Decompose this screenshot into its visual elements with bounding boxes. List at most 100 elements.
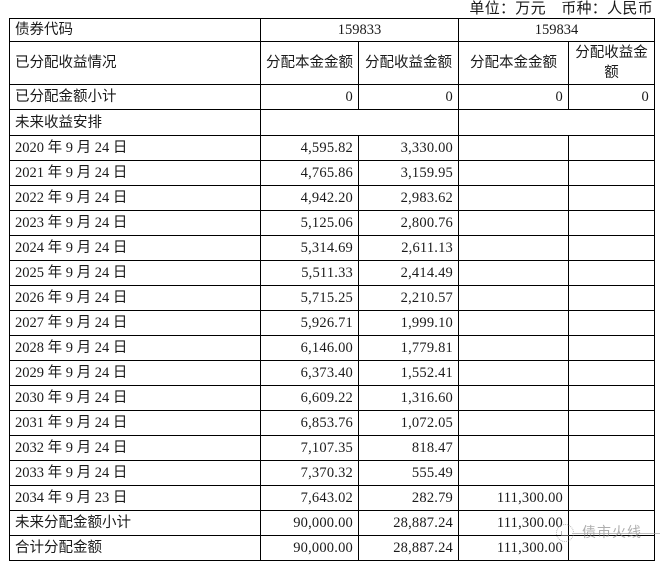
table-row: 2020 年 9 月 24 日 4,595.82 3,330.00: [9, 135, 655, 161]
future-subtotal-i2: [568, 510, 655, 536]
schedule-i1: 2,210.57: [358, 285, 459, 311]
schedule-p2: [458, 360, 569, 386]
future-subtotal-label: 未来分配金额小计: [9, 510, 261, 536]
distribution-schedule-table: 债券代码 159833 159834 已分配收益情况 分配本金金额 分配收益金额…: [9, 18, 655, 561]
header-income-159834: 分配收益金额: [568, 41, 655, 85]
schedule-p1: 5,511.33: [260, 260, 359, 286]
future-section-spacer-159833: [260, 109, 459, 136]
schedule-p2: [458, 210, 569, 236]
schedule-p2: [458, 310, 569, 336]
schedule-p2: [458, 435, 569, 461]
schedule-i2: [568, 285, 655, 311]
table-row: 2022 年 9 月 24 日 4,942.20 2,983.62: [9, 185, 655, 211]
future-section-spacer-159834: [458, 109, 655, 136]
table-row: 2026 年 9 月 24 日 5,715.25 2,210.57: [9, 285, 655, 311]
schedule-i1: 1,316.60: [358, 385, 459, 411]
schedule-i1: 1,779.81: [358, 335, 459, 361]
schedule-date: 2029 年 9 月 24 日: [9, 360, 261, 386]
schedule-p2: [458, 460, 569, 486]
future-subtotal-i1: 28,887.24: [358, 510, 459, 536]
bond-code-label: 债券代码: [9, 18, 261, 42]
schedule-p2: [458, 135, 569, 161]
grand-total-p2: 111,300.00: [458, 535, 569, 561]
table-row-bond-code: 债券代码 159833 159834: [9, 18, 655, 42]
table-row: 2024 年 9 月 24 日 5,314.69 2,611.13: [9, 235, 655, 261]
grand-total-label: 合计分配金额: [9, 535, 261, 561]
header-principal-159834: 分配本金金额: [458, 41, 569, 85]
schedule-p2: [458, 160, 569, 186]
table-row: 2023 年 9 月 24 日 5,125.06 2,800.76: [9, 210, 655, 236]
schedule-p1: 5,715.25: [260, 285, 359, 311]
schedule-i1: 2,414.49: [358, 260, 459, 286]
schedule-p1: 4,942.20: [260, 185, 359, 211]
grand-total-i2: [568, 535, 655, 561]
schedule-i2: [568, 135, 655, 161]
schedule-p2: [458, 410, 569, 436]
schedule-date: 2028 年 9 月 24 日: [9, 335, 261, 361]
schedule-date: 2021 年 9 月 24 日: [9, 160, 261, 186]
schedule-i1: 1,552.41: [358, 360, 459, 386]
table-row: 2025 年 9 月 24 日 5,511.33 2,414.49: [9, 260, 655, 286]
schedule-p2: [458, 335, 569, 361]
schedule-p1: 4,765.86: [260, 160, 359, 186]
distributed-subtotal-i2: 0: [568, 84, 655, 110]
schedule-date: 2030 年 9 月 24 日: [9, 385, 261, 411]
schedule-date: 2027 年 9 月 24 日: [9, 310, 261, 336]
schedule-i2: [568, 235, 655, 261]
schedule-i2: [568, 435, 655, 461]
table-row: 2021 年 9 月 24 日 4,765.86 3,159.95: [9, 160, 655, 186]
grand-total-p1: 90,000.00: [260, 535, 359, 561]
distributed-income-label: 已分配收益情况: [9, 41, 261, 85]
bond-code-159834: 159834: [458, 18, 655, 42]
schedule-p1: 7,370.32: [260, 460, 359, 486]
schedule-i2: [568, 360, 655, 386]
schedule-p1: 6,373.40: [260, 360, 359, 386]
schedule-p1: 4,595.82: [260, 135, 359, 161]
schedule-p2: [458, 260, 569, 286]
schedule-i2: [568, 335, 655, 361]
schedule-p1: 7,107.35: [260, 435, 359, 461]
schedule-date: 2020 年 9 月 24 日: [9, 135, 261, 161]
schedule-date: 2025 年 9 月 24 日: [9, 260, 261, 286]
table-row: 2031 年 9 月 24 日 6,853.76 1,072.05: [9, 410, 655, 436]
schedule-i1: 3,159.95: [358, 160, 459, 186]
schedule-i1: 2,983.62: [358, 185, 459, 211]
table-row: 2027 年 9 月 24 日 5,926.71 1,999.10: [9, 310, 655, 336]
schedule-date: 2024 年 9 月 24 日: [9, 235, 261, 261]
future-subtotal-p1: 90,000.00: [260, 510, 359, 536]
schedule-i1: 3,330.00: [358, 135, 459, 161]
schedule-i2: [568, 460, 655, 486]
schedule-date: 2031 年 9 月 24 日: [9, 410, 261, 436]
schedule-p1: 6,609.22: [260, 385, 359, 411]
table-row-distributed-subtotal: 已分配金额小计 0 0 0 0: [9, 84, 655, 110]
table-row: 2029 年 9 月 24 日 6,373.40 1,552.41: [9, 360, 655, 386]
schedule-p2: 111,300.00: [458, 485, 569, 511]
schedule-date: 2033 年 9 月 24 日: [9, 460, 261, 486]
bond-code-159833: 159833: [260, 18, 459, 42]
schedule-p2: [458, 185, 569, 211]
schedule-date: 2026 年 9 月 24 日: [9, 285, 261, 311]
schedule-p2: [458, 285, 569, 311]
table-row: 2028 年 9 月 24 日 6,146.00 1,779.81: [9, 335, 655, 361]
schedule-i2: [568, 485, 655, 511]
schedule-date: 2034 年 9 月 23 日: [9, 485, 261, 511]
schedule-date: 2032 年 9 月 24 日: [9, 435, 261, 461]
schedule-p2: [458, 385, 569, 411]
table-row-future-subtotal: 未来分配金额小计 90,000.00 28,887.24 111,300.00: [9, 510, 655, 536]
schedule-i2: [568, 160, 655, 186]
table-row: 2032 年 9 月 24 日 7,107.35 818.47: [9, 435, 655, 461]
schedule-i1: 282.79: [358, 485, 459, 511]
distributed-subtotal-p1: 0: [260, 84, 359, 110]
schedule-i2: [568, 310, 655, 336]
distributed-subtotal-label: 已分配金额小计: [9, 84, 261, 110]
header-principal-159833: 分配本金金额: [260, 41, 359, 85]
table-row-future-section: 未来收益安排: [9, 109, 655, 136]
schedule-p1: 5,314.69: [260, 235, 359, 261]
table-row: 2030 年 9 月 24 日 6,609.22 1,316.60: [9, 385, 655, 411]
schedule-i2: [568, 260, 655, 286]
schedule-p1: 6,853.76: [260, 410, 359, 436]
schedule-p1: 7,643.02: [260, 485, 359, 511]
schedule-i1: 2,800.76: [358, 210, 459, 236]
table-row-column-headers: 已分配收益情况 分配本金金额 分配收益金额 分配本金金额 分配收益金额: [9, 41, 655, 85]
